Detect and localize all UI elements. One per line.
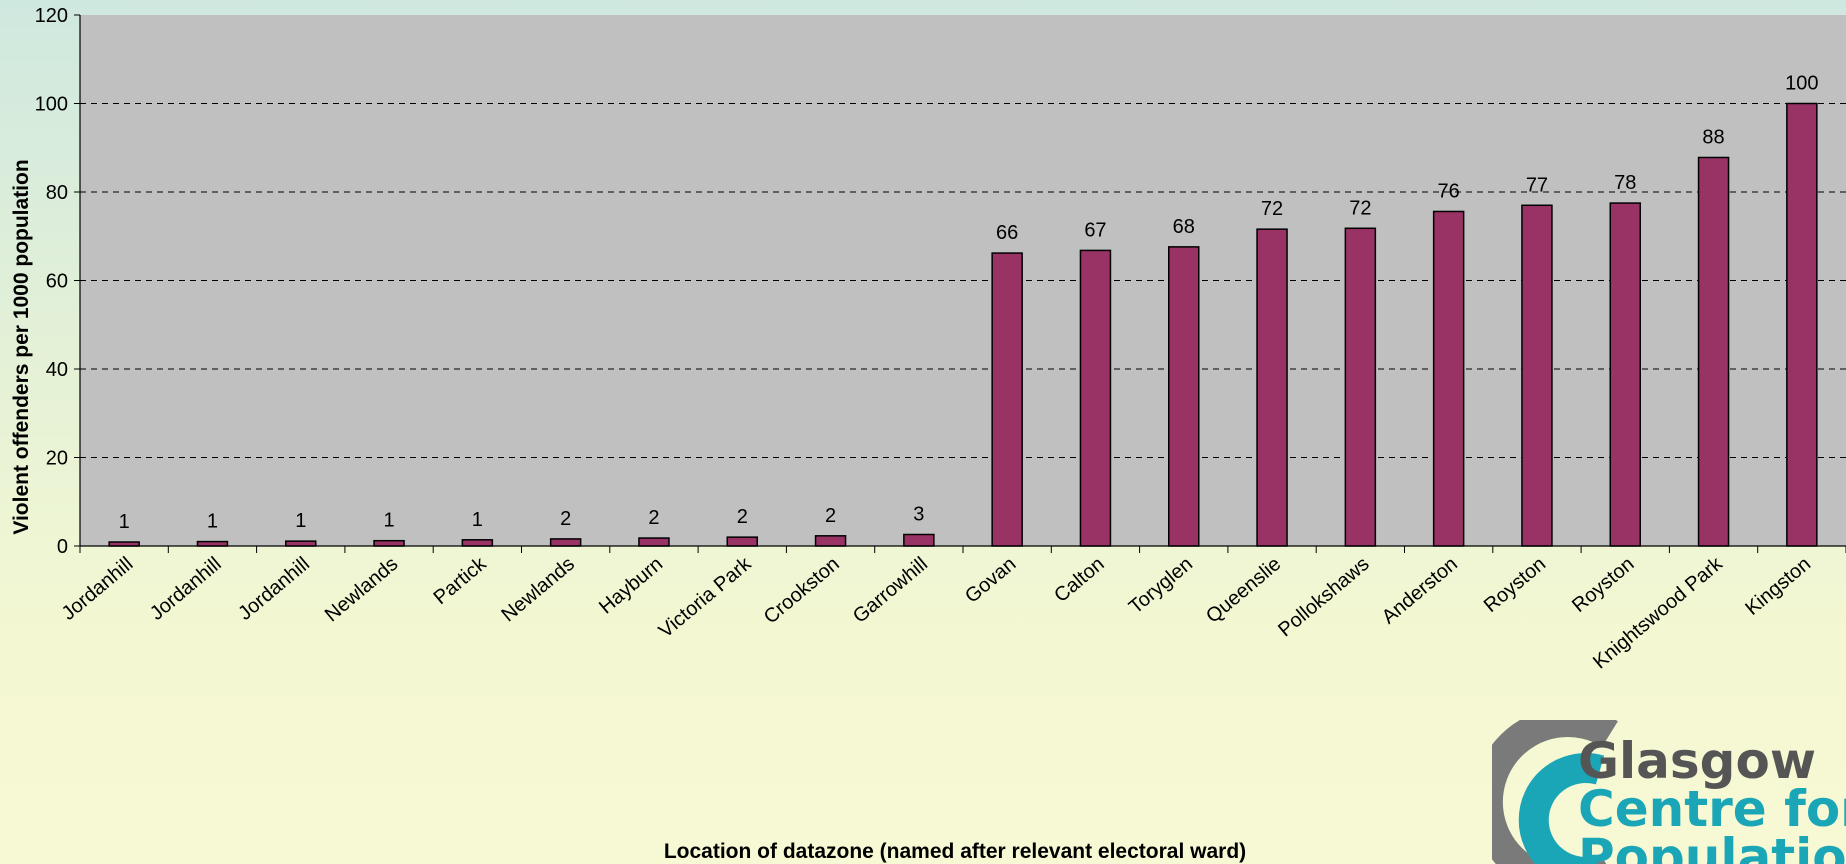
bar <box>903 533 935 547</box>
bar <box>373 539 405 547</box>
y-tick-label: 40 <box>46 359 68 381</box>
x-tick-label: Toryglen <box>1125 553 1197 618</box>
bar <box>196 540 229 547</box>
bar <box>461 539 494 547</box>
bar <box>1521 204 1553 547</box>
x-tick-labels: Jordanhill Jordanhill Jordanhill Newlands Pa… <box>58 552 1815 673</box>
x-tick-label: Hayburn <box>595 553 667 618</box>
data-label: 2 <box>648 507 659 529</box>
data-labels: 1 1 1 1 1 2 2 2 2 3 66 67 68 72 72 76 77 78 88 100 <box>119 73 1819 534</box>
x-tick-label: Kingston <box>1741 553 1815 620</box>
x-tick-label: Pollokshaws <box>1274 553 1373 641</box>
bar <box>1786 102 1818 547</box>
bar <box>1168 246 1200 547</box>
y-tick-labels: 0 20 40 60 80 100 120 <box>35 5 68 558</box>
data-label: 72 <box>1349 197 1371 219</box>
x-tick-label: Calton <box>1050 553 1108 607</box>
x-tick-label: Newlands <box>321 553 402 626</box>
data-label: 1 <box>472 509 483 531</box>
bar <box>814 535 847 547</box>
data-label: 77 <box>1526 174 1548 196</box>
bar <box>285 540 317 547</box>
data-label: 78 <box>1614 172 1636 194</box>
x-tick-label: Newlands <box>497 553 578 626</box>
bar <box>1432 210 1465 547</box>
y-tick-label: 120 <box>35 5 68 27</box>
data-label: 2 <box>825 505 836 527</box>
data-label: 3 <box>913 503 924 525</box>
axes <box>74 14 1846 553</box>
svg-text:Centre for: Centre for <box>1578 780 1846 838</box>
x-tick-label: Jordanhill <box>234 553 314 625</box>
x-tick-label: Anderston <box>1378 553 1462 628</box>
bar <box>1609 202 1641 547</box>
y-tick-label: 60 <box>46 271 68 293</box>
data-label: 2 <box>560 508 571 530</box>
bar <box>1256 228 1288 547</box>
bar <box>1079 249 1112 547</box>
data-label: 67 <box>1084 219 1106 241</box>
data-label: 1 <box>119 511 130 533</box>
data-label: 1 <box>295 510 306 532</box>
bar <box>1344 227 1377 547</box>
data-label: 1 <box>383 510 394 532</box>
y-tick-label: 80 <box>46 182 68 204</box>
svg-text:Population: Population <box>1578 828 1846 864</box>
data-label: 76 <box>1438 180 1460 202</box>
x-tick-label: Royston <box>1568 553 1638 617</box>
x-tick-label: Jordanhill <box>58 553 138 625</box>
y-tick-label: 20 <box>46 448 68 470</box>
bar <box>638 537 670 547</box>
bar <box>726 536 758 547</box>
x-tick-label: Royston <box>1480 553 1550 617</box>
x-tick-label: Garrowhill <box>849 553 932 628</box>
gcph-logo: Glasgow Centre for Population <box>1492 720 1846 864</box>
bar <box>549 538 582 547</box>
data-label: 100 <box>1785 73 1818 95</box>
bar <box>991 252 1023 547</box>
x-tick-label: Govan <box>961 553 1020 608</box>
x-tick-label: Queenslie <box>1202 553 1285 628</box>
y-tick-label: 0 <box>57 536 68 558</box>
x-tick-label: Partick <box>430 552 492 609</box>
y-tick-label: 100 <box>35 94 68 116</box>
x-axis-title: Location of datazone (named after releva… <box>664 840 1246 863</box>
gridlines <box>80 103 1846 458</box>
x-tick-label: Crookston <box>760 553 844 628</box>
data-label: 66 <box>996 222 1018 244</box>
y-axis-title: Violent offenders per 1000 population <box>10 159 33 534</box>
data-label: 68 <box>1173 216 1195 238</box>
x-tick-label: Victoria Park <box>655 552 756 642</box>
data-label: 1 <box>207 511 218 533</box>
bar <box>1697 156 1730 547</box>
svg-text:Glasgow: Glasgow <box>1578 732 1816 790</box>
data-label: 2 <box>737 506 748 528</box>
x-tick-label: Jordanhill <box>146 553 226 625</box>
data-label: 88 <box>1702 126 1724 148</box>
data-label: 72 <box>1261 198 1283 220</box>
